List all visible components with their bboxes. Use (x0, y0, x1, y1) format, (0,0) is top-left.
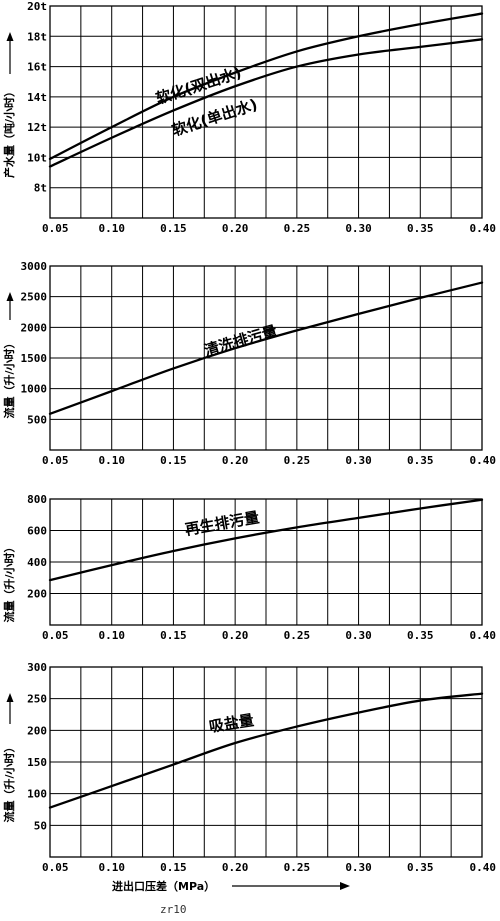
y-tick-label: 400 (27, 556, 47, 569)
y-tick-label: 12t (27, 121, 47, 134)
y-tick-label: 16t (27, 61, 47, 74)
y-axis-title: 产水量（吨/小时） (2, 86, 16, 178)
x-tick-label: 0.25 (284, 629, 311, 642)
x-tick-label: 0.30 (345, 629, 372, 642)
x-tick-label: 0.20 (222, 222, 249, 235)
y-tick-label: 600 (27, 525, 47, 538)
y-axis-arrow-head (6, 693, 14, 702)
x-tick-label: 0.20 (222, 629, 249, 642)
panel-2: 500 1000 1500 2000 2500 3000 0.05 0.10 0.15 0.20 0… (2, 260, 496, 467)
series-label: 再生排污量 (184, 508, 261, 539)
y-tick-label: 2500 (21, 291, 48, 304)
figure-code: zr10 (160, 903, 187, 916)
y-tick-label: 20t (27, 0, 47, 13)
series-line (48, 12, 484, 161)
x-tick-label: 0.30 (345, 861, 372, 874)
y-tick-label: 250 (27, 693, 47, 706)
series-line (48, 498, 484, 582)
series-label: 软化(单出水) (170, 95, 260, 140)
series-line (48, 281, 484, 415)
x-tick-label: 0.30 (345, 222, 372, 235)
x-tick-label: 0.05 (42, 861, 69, 874)
y-axis-title: 流量（升/小时） (2, 741, 16, 822)
plot-frame (49, 265, 483, 451)
x-tick-label: 0.40 (470, 629, 497, 642)
y-tick-label: 100 (27, 788, 47, 801)
y-axis-arrow-head (6, 32, 14, 41)
x-tick-label: 0.05 (42, 629, 69, 642)
x-tick-label: 0.25 (284, 454, 311, 467)
y-tick-label: 1000 (21, 383, 48, 396)
x-tick-label: 0.05 (42, 454, 69, 467)
x-tick-label: 0.15 (160, 629, 187, 642)
y-axis-title: 流量（升/小时） (2, 541, 16, 622)
plot-frame (49, 5, 483, 219)
panel-3: 200 400 600 800 0.05 0.10 0.15 0.20 0.25 0.30 0.35… (2, 493, 496, 642)
x-tick-label: 0.15 (160, 222, 187, 235)
x-tick-label: 0.20 (222, 454, 249, 467)
y-axis-arrow-head (6, 292, 14, 301)
footer: 进出口压差（MPa） zr10 (112, 879, 350, 916)
x-tick-label: 0.40 (470, 861, 497, 874)
y-tick-label: 1500 (21, 352, 48, 365)
x-tick-label: 0.35 (407, 861, 434, 874)
y-tick-label: 14t (27, 91, 47, 104)
y-tick-label: 8t (34, 182, 47, 195)
x-tick-label: 0.15 (160, 861, 187, 874)
x-tick-label: 0.40 (470, 222, 497, 235)
x-tick-label: 0.10 (98, 629, 125, 642)
x-tick-label: 0.40 (470, 454, 497, 467)
x-tick-label: 0.05 (42, 222, 69, 235)
plot-frame (49, 498, 483, 626)
y-axis-title: 流量（升/小时） (2, 337, 16, 418)
plot-frame (49, 666, 483, 858)
y-tick-label: 500 (27, 413, 47, 426)
x-tick-label: 0.25 (284, 861, 311, 874)
y-tick-label: 2000 (21, 321, 48, 334)
x-tick-label: 0.20 (222, 861, 249, 874)
x-axis-title: 进出口压差（MPa） (112, 879, 215, 893)
x-tick-label: 0.10 (98, 454, 125, 467)
x-axis-arrow-head (340, 882, 350, 890)
y-tick-label: 18t (27, 30, 47, 43)
x-tick-label: 0.10 (98, 861, 125, 874)
y-tick-label: 150 (27, 756, 47, 769)
y-tick-label: 10t (27, 151, 47, 164)
x-tick-label: 0.35 (407, 222, 434, 235)
panel-4: 50 100 150 200 250 300 0.05 0.10 0.15 0.20 0.25 0.3… (2, 661, 496, 874)
x-tick-label: 0.10 (98, 222, 125, 235)
x-tick-label: 0.35 (407, 629, 434, 642)
y-tick-label: 800 (27, 493, 47, 506)
x-tick-label: 0.35 (407, 454, 434, 467)
x-tick-label: 0.25 (284, 222, 311, 235)
series-line (48, 38, 484, 168)
y-tick-label: 200 (27, 724, 47, 737)
x-tick-label: 0.30 (345, 454, 372, 467)
series-label: 吸盐量 (208, 711, 255, 736)
panel-1: 8t 10t 12t 14t 16t 18t 20t 0.05 0.10 0.15 0.20 0.25… (2, 0, 496, 235)
y-tick-label: 300 (27, 661, 47, 674)
y-tick-label: 3000 (21, 260, 48, 273)
series-line (48, 692, 484, 809)
y-tick-label: 200 (27, 588, 47, 601)
y-tick-label: 50 (34, 819, 47, 832)
x-tick-label: 0.15 (160, 454, 187, 467)
